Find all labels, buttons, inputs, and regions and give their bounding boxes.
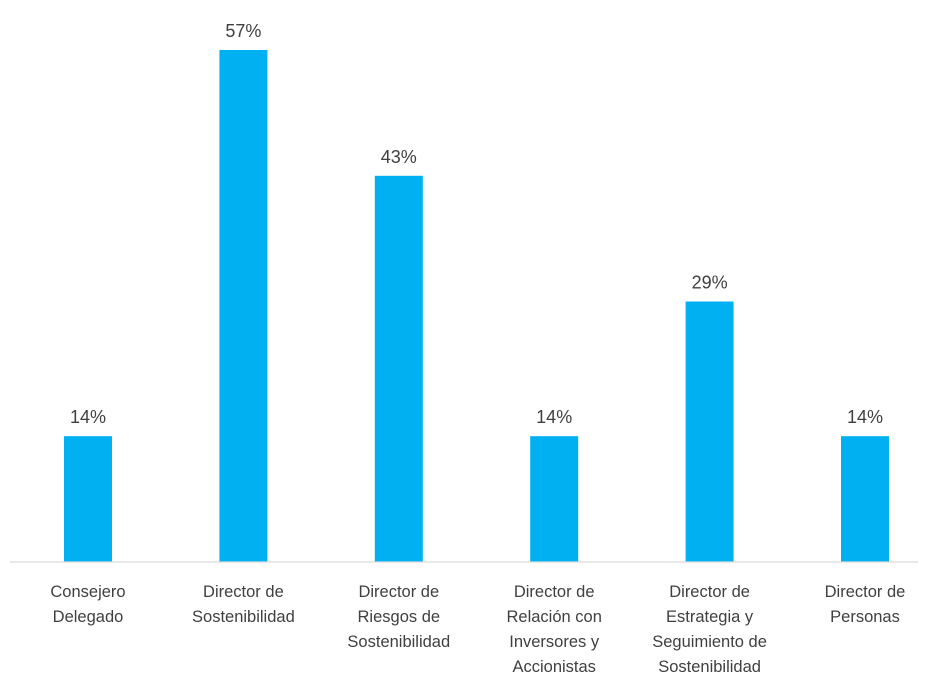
bars-layer xyxy=(64,50,889,563)
category-label-line: Inversores y xyxy=(509,633,600,651)
category-labels-layer: Consejero Delegado Director de Sostenibilid… xyxy=(50,583,905,675)
category-label-3: Director de Relación con Inversores y Accio… xyxy=(507,583,602,675)
bar-5 xyxy=(841,436,889,562)
category-label-2: Director de Riesgos de Sostenibilidad xyxy=(347,583,450,651)
category-label-line: Seguimiento de xyxy=(652,633,767,651)
category-label-line: Relación con xyxy=(507,608,602,626)
category-label-line: Sostenibilidad xyxy=(192,608,295,626)
value-label-3: 14% xyxy=(536,407,572,427)
category-label-line: Sostenibilidad xyxy=(658,658,761,675)
bar-3 xyxy=(530,436,579,562)
value-label-5: 14% xyxy=(847,407,883,427)
category-label-line: Accionistas xyxy=(512,658,595,675)
category-label-line: Director de xyxy=(514,583,595,601)
category-label-line: Consejero xyxy=(50,583,125,601)
value-label-1: 57% xyxy=(225,21,261,41)
category-label-line: Director de xyxy=(825,583,906,601)
category-label-line: Sostenibilidad xyxy=(347,633,450,651)
category-label-line: Riesgos de xyxy=(358,608,441,626)
value-label-2: 43% xyxy=(381,147,417,167)
value-labels-layer: 14% 57% 43% 14% 29% 14% xyxy=(70,21,883,427)
category-label-5: Director de Personas xyxy=(825,583,906,626)
bar-0 xyxy=(64,436,112,562)
category-label-4: Director de Estrategia y Seguimiento de Sos… xyxy=(652,583,767,675)
value-label-0: 14% xyxy=(70,407,106,427)
category-label-line: Director de xyxy=(669,583,750,601)
bar-1 xyxy=(219,50,268,562)
category-label-1: Director de Sostenibilidad xyxy=(192,583,295,626)
value-label-4: 29% xyxy=(692,273,728,293)
category-label-0: Consejero Delegado xyxy=(50,583,125,626)
category-label-line: Estrategia y xyxy=(666,608,754,626)
category-label-line: Personas xyxy=(830,608,900,626)
category-label-line: Director de xyxy=(203,583,284,601)
category-label-line: Director de xyxy=(358,583,439,601)
category-label-line: Delegado xyxy=(53,608,124,626)
bar-4 xyxy=(685,301,734,562)
bar-2 xyxy=(374,175,423,563)
